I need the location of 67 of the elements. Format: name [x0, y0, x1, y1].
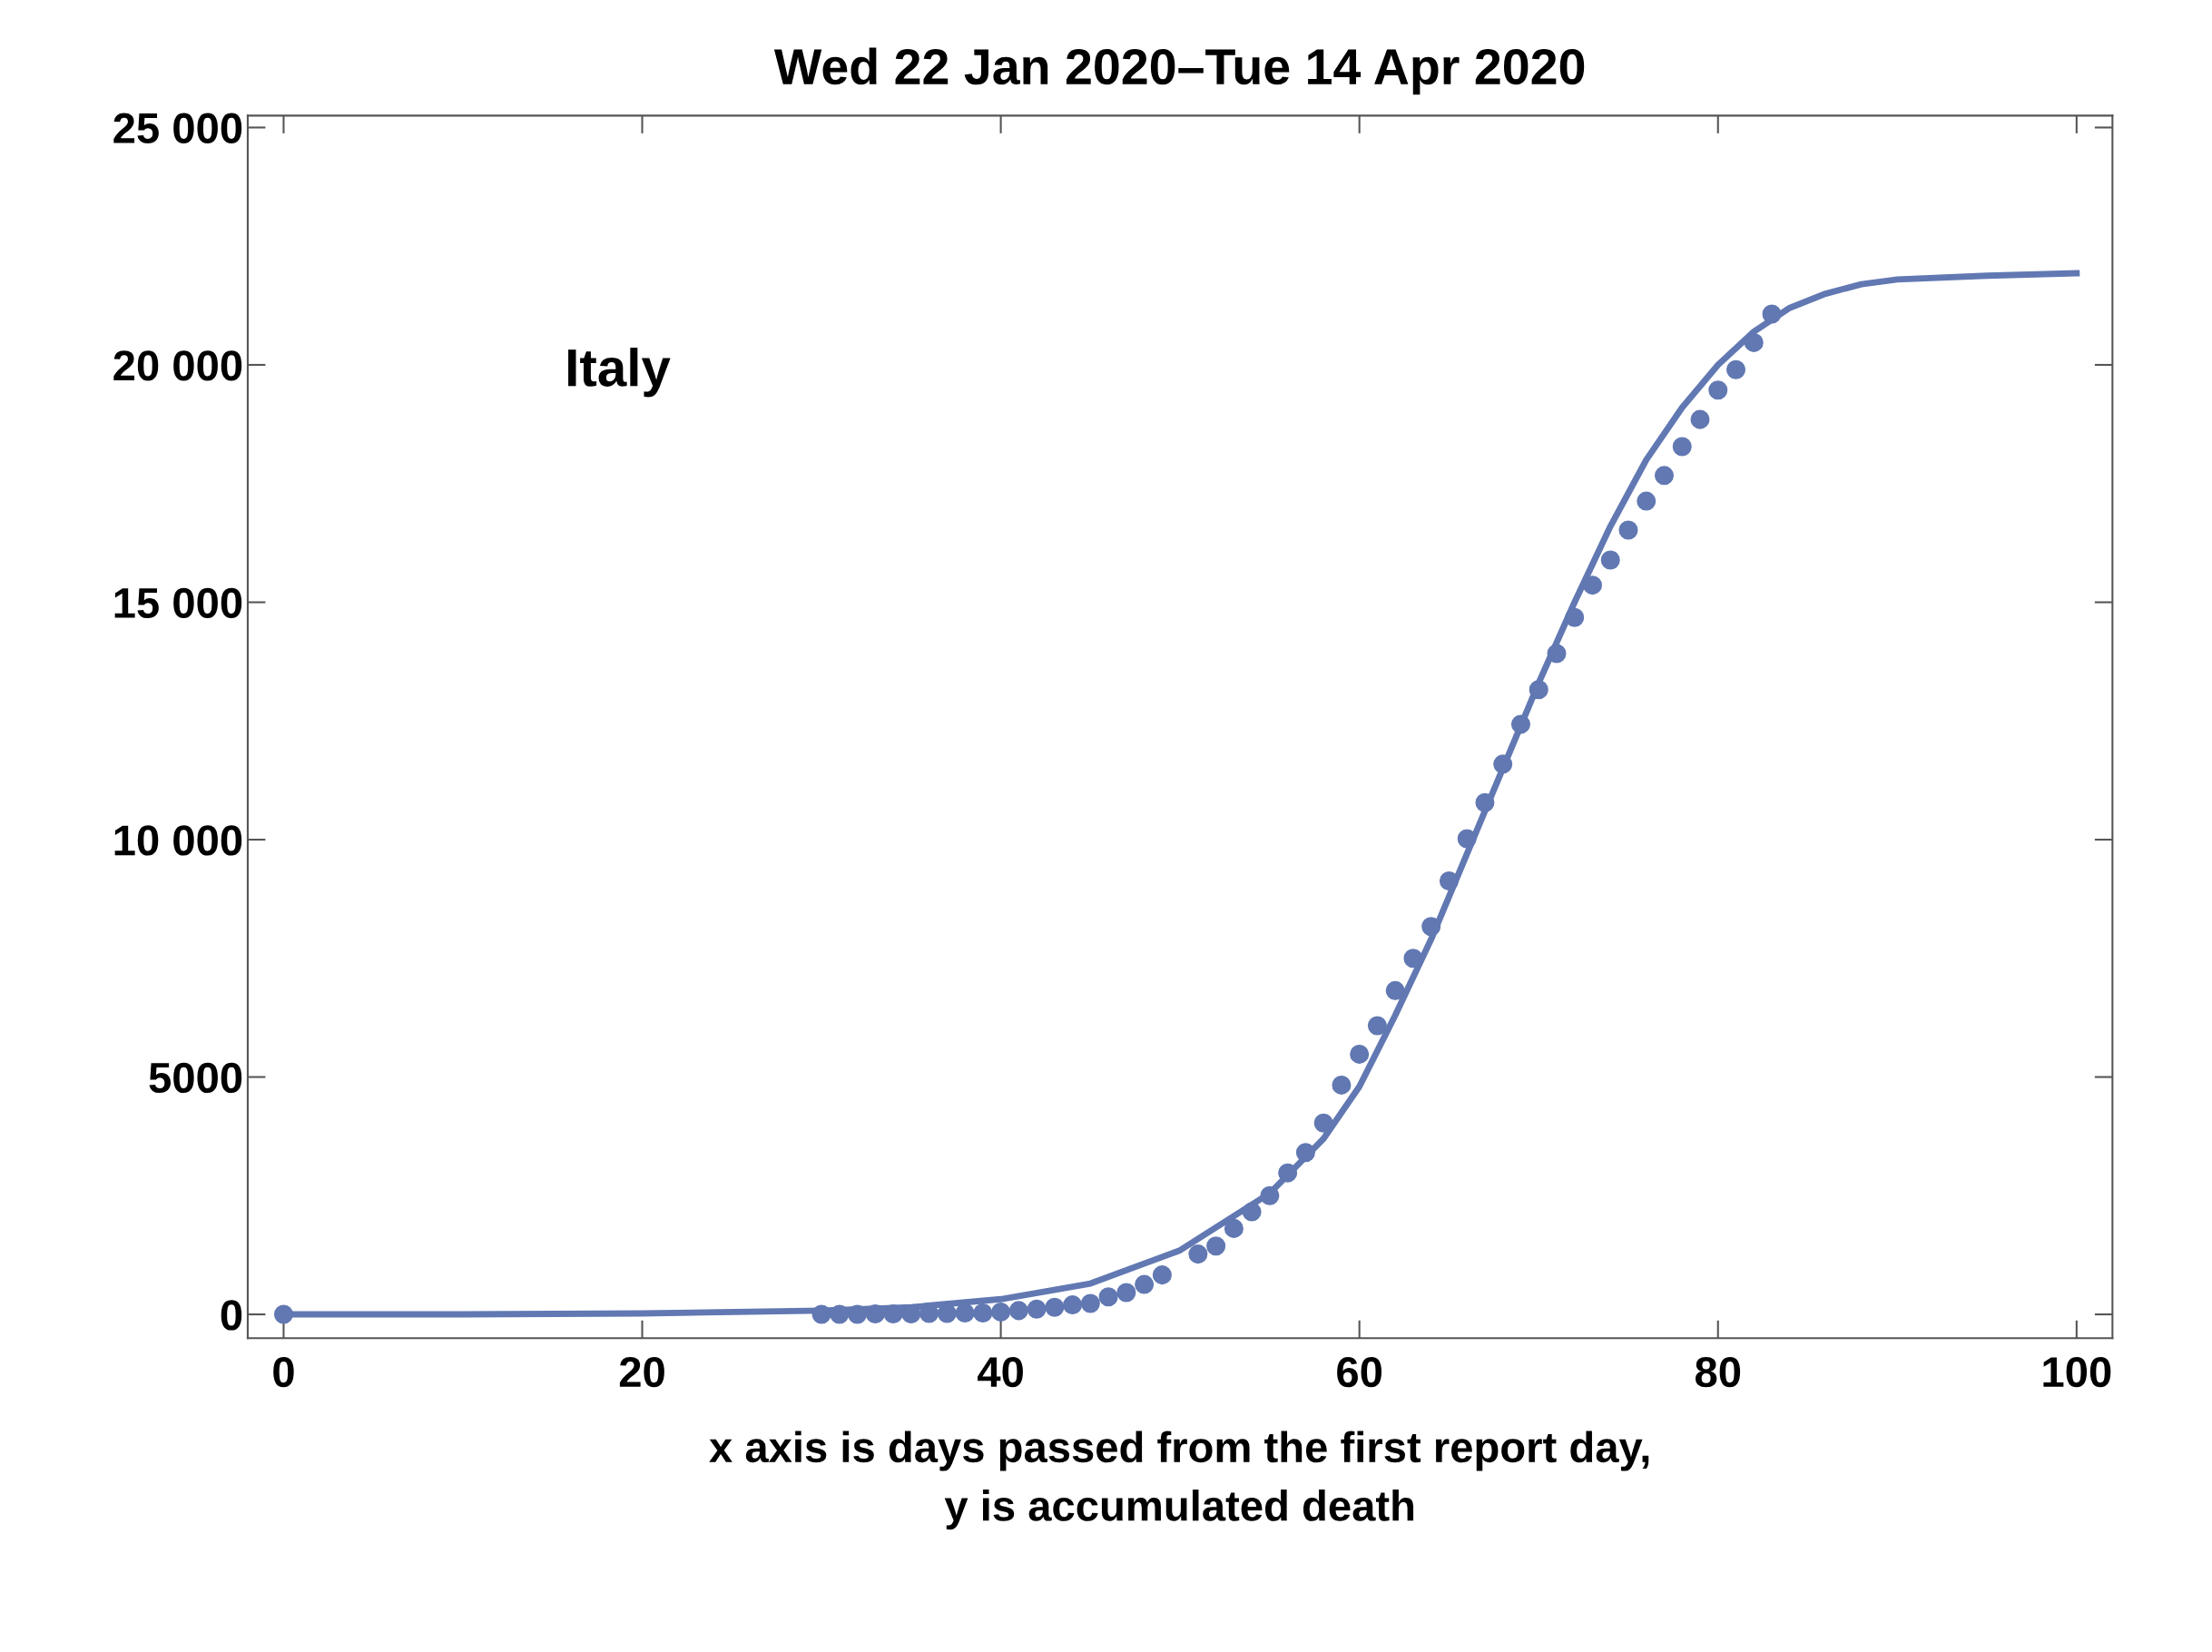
- point: [1744, 332, 1764, 352]
- point: [1439, 871, 1459, 891]
- point: [1242, 1202, 1262, 1222]
- point: [1350, 1044, 1370, 1064]
- point: [1690, 409, 1710, 429]
- point: [1313, 1113, 1333, 1133]
- point: [937, 1303, 957, 1323]
- point: [1135, 1274, 1155, 1294]
- x-tick-label: 20: [619, 1356, 664, 1388]
- y-tick-label: 5000: [149, 1062, 242, 1094]
- point: [1224, 1218, 1244, 1238]
- point: [1565, 607, 1585, 627]
- point: [955, 1303, 975, 1323]
- point: [1260, 1185, 1280, 1205]
- point: [1385, 980, 1405, 1000]
- point: [865, 1304, 885, 1324]
- point: [848, 1304, 868, 1324]
- point: [1027, 1299, 1047, 1319]
- point: [1063, 1295, 1083, 1315]
- point: [1278, 1163, 1298, 1183]
- x-tick-label: 80: [1695, 1356, 1741, 1388]
- x-tick-label: 60: [1337, 1356, 1382, 1388]
- point: [1152, 1265, 1172, 1285]
- point: [1510, 714, 1530, 734]
- point: [1188, 1244, 1208, 1264]
- point: [830, 1304, 850, 1324]
- point: [991, 1302, 1011, 1322]
- point: [1457, 829, 1477, 849]
- point: [1475, 792, 1495, 812]
- point: [1582, 575, 1602, 595]
- point: [1708, 380, 1728, 400]
- point: [1637, 491, 1657, 511]
- point: [1547, 644, 1567, 664]
- x-tick-label: 0: [273, 1356, 294, 1388]
- annotation: Italy: [568, 348, 671, 398]
- point: [1008, 1301, 1028, 1321]
- chart-title: Wed 22 Jan 2020–Tue 14 Apr 2020: [773, 47, 1585, 95]
- point: [1403, 949, 1423, 969]
- point: [1654, 466, 1675, 486]
- point: [1367, 1016, 1387, 1036]
- y-tick-label: 10 000: [114, 825, 242, 856]
- point: [1421, 917, 1441, 937]
- point: [1045, 1297, 1065, 1317]
- point: [1332, 1075, 1352, 1095]
- point: [1080, 1293, 1100, 1313]
- y-tick-label: 0: [221, 1300, 242, 1331]
- point: [1206, 1236, 1226, 1256]
- point: [1098, 1287, 1118, 1307]
- y-tick-label: 20 000: [113, 350, 242, 381]
- point: [1600, 550, 1620, 570]
- x-tick-label: 40: [978, 1356, 1023, 1388]
- point: [811, 1304, 831, 1324]
- point: [1725, 359, 1746, 379]
- point: [1762, 304, 1782, 324]
- point: [1116, 1283, 1136, 1303]
- point: [1295, 1143, 1315, 1163]
- y-tick-label: 25 000: [113, 113, 242, 144]
- point: [1618, 520, 1638, 540]
- point: [883, 1304, 903, 1324]
- point: [1529, 680, 1548, 700]
- point: [1493, 754, 1513, 774]
- point: [273, 1304, 293, 1324]
- x-axis-title: x axis is days passed from the first report day, y is accumulated death: [709, 1431, 1649, 1530]
- x-tick-label: 100: [2043, 1356, 2111, 1388]
- point: [973, 1303, 993, 1323]
- y-tick-label: 15 000: [114, 587, 242, 619]
- point: [1672, 437, 1692, 457]
